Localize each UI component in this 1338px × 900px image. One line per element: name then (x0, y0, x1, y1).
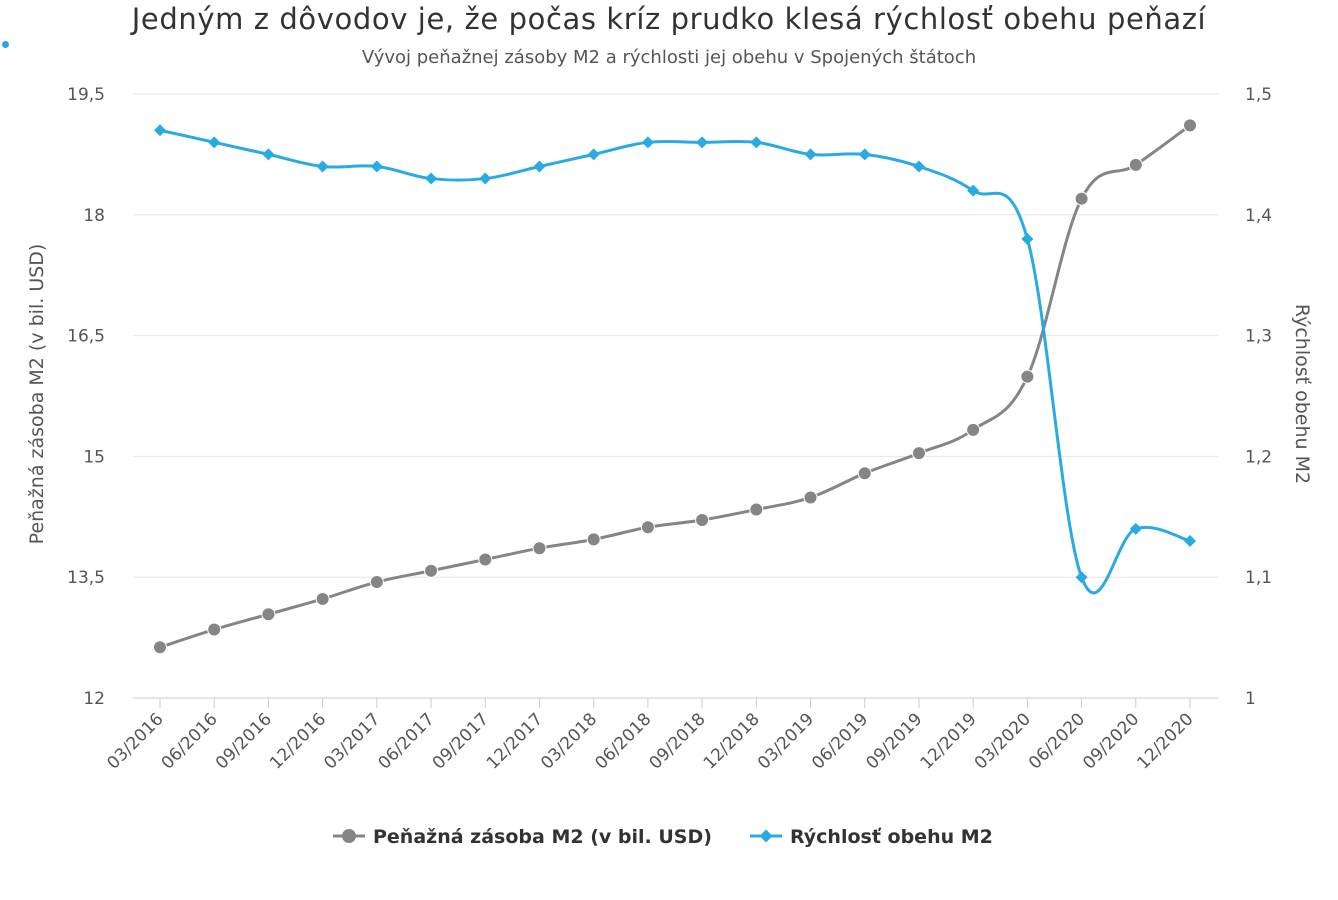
data-point-velocity (1075, 571, 1088, 584)
y-left-tick-label: 16,5 (67, 327, 105, 347)
data-point-m2 (424, 563, 439, 578)
series-line-2 (159, 128, 1191, 595)
y-right-tick-label: 1,2 (1245, 447, 1272, 467)
y-left-tick-label: 18 (83, 206, 105, 226)
x-tick-label: 09/2019 (862, 709, 926, 773)
data-point-m2 (369, 575, 384, 590)
y-left-tick-label: 13,5 (67, 568, 105, 588)
data-point-m2 (640, 520, 655, 535)
data-point-velocity (858, 148, 871, 161)
data-point-m2 (153, 640, 167, 655)
y-left-tick-label: 12 (83, 689, 105, 709)
x-tick-label: 03/2016 (103, 709, 167, 773)
data-point-m2 (478, 552, 493, 567)
y-right-tick-label: 1,1 (1245, 568, 1272, 588)
y-left-axis-title: Peňažná zásoba M2 (v bil. USD) (26, 244, 48, 545)
data-point-velocity (587, 148, 600, 161)
x-tick-label: 03/2020 (971, 709, 1035, 773)
data-point-velocity (479, 172, 492, 185)
data-point-velocity (370, 160, 383, 173)
data-point-m2 (261, 607, 276, 622)
x-tick-label: 06/2017 (375, 709, 439, 773)
data-point-velocity (804, 148, 817, 161)
y-left-tick-label: 19,5 (67, 85, 105, 105)
x-tick-label: 06/2016 (158, 709, 222, 773)
data-point-m2 (1128, 157, 1143, 172)
data-point-velocity (967, 184, 980, 197)
legend-marker-diamond-icon (759, 829, 773, 843)
data-point-m2 (532, 541, 547, 556)
data-point-m2 (749, 502, 764, 517)
data-point-velocity (1021, 232, 1034, 245)
data-point-m2 (911, 446, 926, 461)
data-point-m2 (315, 591, 330, 606)
decorative-dot (2, 41, 9, 48)
x-tick-label: 03/2019 (754, 709, 818, 773)
data-point-velocity (1129, 522, 1142, 535)
data-point-m2 (1074, 191, 1089, 206)
x-tick-label: 12/2020 (1133, 709, 1197, 773)
y-right-axis-title: Rýchlosť obehu M2 (1291, 304, 1313, 484)
x-tick-label: 03/2018 (537, 709, 601, 773)
y-right-tick-label: 1,5 (1245, 85, 1272, 105)
data-point-m2 (1020, 369, 1035, 384)
legend-label: Rýchlosť obehu M2 (790, 826, 993, 848)
data-point-m2 (695, 513, 710, 528)
data-point-velocity (154, 124, 166, 137)
data-point-velocity (208, 136, 221, 149)
data-point-velocity (425, 172, 438, 185)
legend-label: Peňažná zásoba M2 (v bil. USD) (373, 826, 712, 848)
data-point-m2 (966, 422, 981, 437)
data-point-velocity (316, 160, 329, 173)
y-right-tick-label: 1,4 (1245, 206, 1272, 226)
data-point-m2 (803, 490, 818, 505)
data-point-velocity (912, 160, 925, 173)
data-point-m2 (586, 532, 601, 547)
data-point-velocity (750, 136, 763, 149)
data-point-m2 (1183, 118, 1197, 133)
legend-marker-circle-icon (342, 829, 356, 843)
x-tick-label: 09/2016 (212, 709, 276, 773)
data-point-m2 (207, 622, 222, 637)
data-point-velocity (641, 136, 654, 149)
data-point-velocity (1184, 534, 1196, 547)
x-tick-label: 06/2018 (591, 709, 655, 773)
x-tick-label: 03/2017 (320, 709, 384, 773)
x-tick-label: 12/2019 (917, 709, 981, 773)
y-left-tick-label: 15 (83, 447, 105, 467)
y-right-tick-label: 1,3 (1245, 327, 1272, 347)
y-right-tick-label: 1 (1245, 689, 1256, 709)
chart-title: Jedným z dôvodov je, že počas kríz prudk… (131, 2, 1207, 36)
data-point-velocity (262, 148, 275, 161)
x-tick-label: 06/2019 (808, 709, 872, 773)
data-point-m2 (857, 466, 872, 481)
data-point-velocity (533, 160, 546, 173)
x-tick-label: 09/2017 (429, 709, 493, 773)
chart-subtitle: Vývoj peňažnej zásoby M2 a rýchlosti jej… (361, 47, 977, 68)
x-tick-label: 12/2018 (700, 709, 764, 773)
x-tick-label: 12/2016 (266, 709, 330, 773)
series-line-1 (159, 124, 1191, 649)
x-tick-label: 06/2020 (1025, 709, 1089, 773)
x-tick-label: 09/2020 (1079, 709, 1143, 773)
data-point-velocity (696, 136, 709, 149)
x-tick-label: 09/2018 (646, 709, 710, 773)
x-tick-label: 12/2017 (483, 709, 547, 773)
